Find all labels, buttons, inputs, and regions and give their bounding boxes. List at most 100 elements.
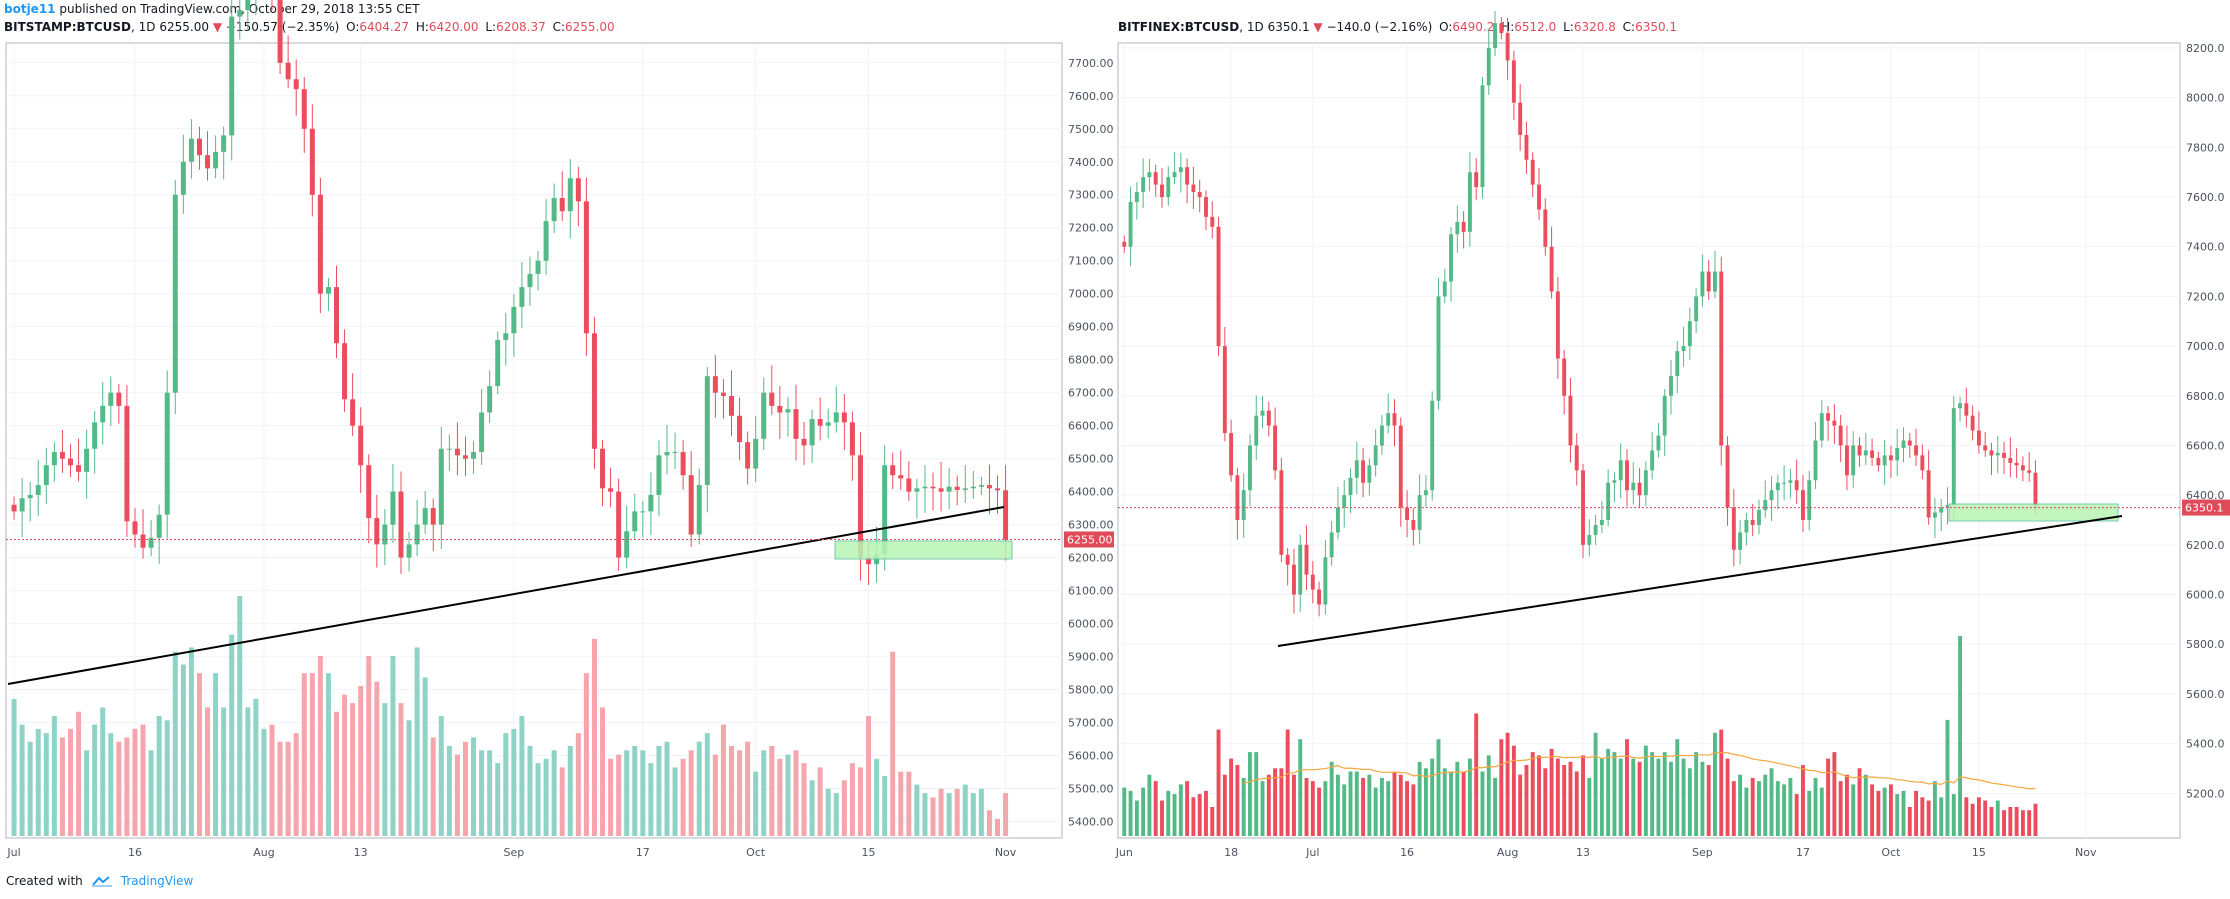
candle (1474, 172, 1479, 188)
candle (1185, 167, 1190, 185)
volume-bar (350, 703, 356, 836)
candle (382, 524, 388, 545)
volume-bar (1185, 781, 1190, 836)
volume-bar (1222, 774, 1227, 836)
y-tick-label: 5400.0 (2186, 738, 2225, 751)
volume-bar (1738, 774, 1743, 836)
x-tick-label: Jul (1305, 846, 1319, 859)
volume-bar (59, 737, 65, 836)
y-tick-label: 5800.0 (2186, 638, 2225, 651)
candle (583, 201, 589, 334)
volume-bar (583, 673, 589, 836)
volume-bar (1719, 729, 1724, 836)
candle (1593, 524, 1598, 535)
candle (527, 273, 533, 288)
candle (946, 486, 952, 492)
volume-bar (938, 788, 944, 836)
open-label: O: (346, 20, 360, 34)
candle (1122, 241, 1127, 247)
volume-bar (745, 741, 751, 836)
symbol-label[interactable]: BITFINEX:BTCUSD (1118, 20, 1240, 34)
candle (1851, 445, 1856, 476)
volume-bar (841, 780, 847, 836)
candle (1285, 554, 1290, 565)
candle (67, 458, 73, 466)
candle (430, 508, 436, 525)
candle (1901, 440, 1906, 448)
volume-bar (1694, 752, 1699, 836)
author-link[interactable]: botje11 (4, 2, 56, 16)
x-tick-label: 17 (636, 846, 650, 859)
candle (1788, 480, 1793, 483)
candle (1310, 574, 1315, 590)
candle (196, 138, 202, 156)
candle (511, 306, 517, 334)
volume-bar (293, 733, 299, 836)
candle (1141, 177, 1146, 193)
volume-bar (1235, 765, 1240, 836)
volume-bar (995, 818, 1001, 836)
open-value: 6490.2 (1452, 20, 1495, 34)
volume-bar (1857, 768, 1862, 836)
volume-bar (1612, 752, 1617, 836)
candle (1430, 400, 1435, 491)
y-tick-label: 6400.00 (1068, 486, 1114, 499)
volume-bar (1361, 777, 1366, 836)
volume-bar (1160, 800, 1164, 836)
volume-bar (640, 750, 646, 836)
candle (890, 465, 896, 476)
candle (374, 518, 380, 545)
volume-bar (535, 763, 541, 836)
volume-bar (1549, 748, 1554, 836)
volume-bar (1310, 781, 1315, 836)
volume-bar (1348, 771, 1353, 836)
volume-bar (188, 647, 194, 836)
volume-bar (11, 698, 17, 836)
candle (1958, 403, 1963, 409)
candle (1486, 47, 1491, 86)
candle (600, 448, 606, 489)
volume-bar (1354, 771, 1359, 836)
volume-bar (696, 741, 702, 836)
candle (503, 333, 509, 340)
candle (1436, 296, 1441, 401)
last-price: 6350.1 (1267, 20, 1310, 34)
volume-bar (172, 651, 178, 836)
volume-bar (1398, 774, 1403, 836)
volume-bar (1593, 732, 1598, 836)
candle (19, 498, 25, 512)
y-tick-label: 5800.00 (1068, 684, 1114, 697)
volume-bar (1964, 797, 1969, 836)
volume-bar (1876, 790, 1881, 836)
volume-bar (1254, 752, 1259, 836)
candle (882, 465, 888, 555)
volume-bar (946, 793, 952, 836)
y-tick-label: 7400.0 (2186, 241, 2225, 254)
volume-bar (1851, 784, 1856, 836)
volume-bar (970, 793, 976, 836)
candle (334, 287, 340, 344)
symbol-label[interactable]: BITSTAMP:BTCUSD (4, 20, 132, 34)
volume-bar (1423, 768, 1428, 836)
tradingview-brand-link[interactable]: TradingView (120, 874, 194, 888)
volume-bar (245, 707, 251, 836)
candle (785, 409, 791, 413)
candle (1455, 221, 1460, 235)
volume-bar (1769, 768, 1774, 836)
volume-bar (608, 758, 614, 836)
candle (479, 412, 485, 453)
candle (309, 128, 315, 195)
volume-bar (1493, 777, 1497, 836)
close-value: 6350.1 (1635, 20, 1678, 34)
volume-bar (261, 728, 267, 836)
volume-bar (1191, 797, 1196, 836)
candle (1549, 246, 1554, 292)
candle (100, 405, 106, 423)
candle (1612, 480, 1617, 483)
volume-bar (1775, 781, 1780, 836)
candle (1197, 192, 1202, 198)
volume-bar (358, 686, 364, 836)
candle (1574, 445, 1579, 471)
volume-bar (414, 647, 420, 836)
